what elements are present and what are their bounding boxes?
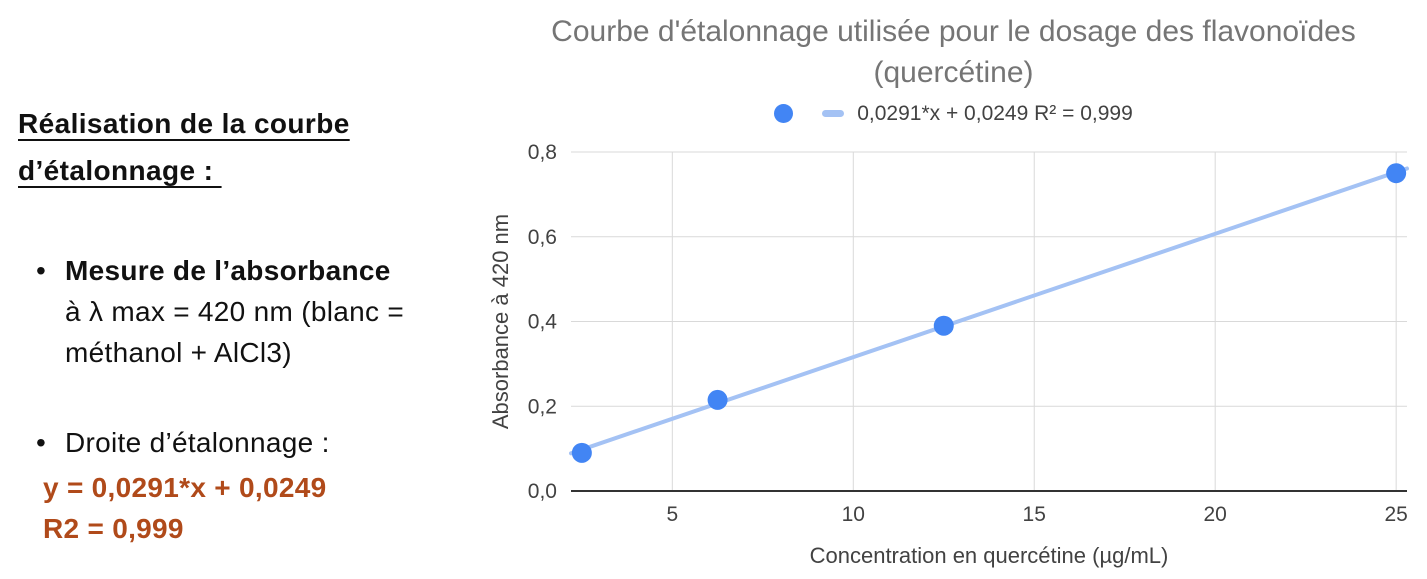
y-tick-label: 0,6	[528, 226, 557, 249]
legend-point-swatch	[774, 104, 794, 123]
bullet-absorbance-line1: Mesure de l’absorbance	[65, 255, 391, 286]
x-tick-label: 10	[842, 503, 865, 526]
y-axis-title: Absorbance à 420 nm	[488, 213, 513, 430]
notes-heading: Réalisation de la courbe d’étalonnage :	[18, 100, 482, 194]
legend-label: 0,0291*x + 0,0249 R² = 0,999	[857, 101, 1133, 125]
y-tick-label: 0,4	[528, 311, 558, 334]
x-tick-label: 25	[1384, 503, 1407, 526]
legend-trendline-swatch	[822, 110, 845, 117]
notes-heading-line2: d’étalonnage :	[18, 155, 222, 186]
trendline	[569, 166, 1409, 456]
data-point	[933, 315, 954, 336]
chart-title: Courbe d'étalonnage utilisée pour le dos…	[480, 11, 1427, 93]
notes-bullet-list: Mesure de l’absorbance à λ max = 420 nm …	[18, 250, 482, 463]
x-tick-label: 15	[1023, 503, 1046, 526]
r-squared-text: R2 = 0,999	[43, 513, 184, 544]
y-tick-label: 0,2	[528, 395, 557, 418]
equation-text: y = 0,0291*x + 0,0249	[43, 472, 327, 503]
x-tick-label: 5	[666, 503, 678, 526]
plot-area: 5 10 15 20 25 0,0 0,2 0,4 0,6 0,8	[528, 141, 1409, 526]
calibration-chart: Courbe d'étalonnage utilisée pour le dos…	[480, 0, 1427, 579]
chart-title-line2: (quercétine)	[873, 56, 1034, 89]
chart-legend: 0,0291*x + 0,0249 R² = 0,999	[480, 100, 1427, 127]
y-tick-label: 0,8	[528, 141, 557, 164]
bullet-absorbance-line3: méthanol + AlCl3)	[65, 337, 292, 368]
bullet-item-calibration-line: Droite d’étalonnage :	[18, 422, 482, 463]
data-point	[1386, 163, 1407, 184]
data-point	[707, 389, 728, 410]
x-tick-label: 20	[1204, 503, 1227, 526]
data-point	[571, 442, 592, 463]
notes-block: Réalisation de la courbe d’étalonnage : …	[18, 100, 482, 549]
y-tick-label: 0,0	[528, 480, 557, 503]
bullet-item-absorbance: Mesure de l’absorbance à λ max = 420 nm …	[18, 250, 482, 373]
bullet-absorbance-line2: à λ max = 420 nm (blanc =	[65, 296, 405, 327]
x-axis-title: Concentration en quercétine (µg/mL)	[809, 543, 1169, 568]
chart-title-line1: Courbe d'étalonnage utilisée pour le dos…	[551, 15, 1356, 48]
notes-heading-line1: Réalisation de la courbe	[18, 108, 350, 139]
